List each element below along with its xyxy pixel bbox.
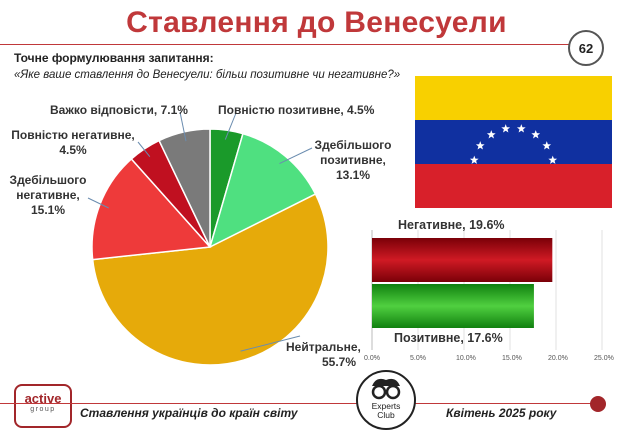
glasses-icon — [371, 378, 401, 400]
flag-star-icon — [516, 124, 526, 133]
footer-date: Квітень 2025 року — [446, 406, 557, 420]
pie-slice-neutral — [91, 193, 329, 366]
flag-star-icon — [548, 155, 558, 164]
page-title: Ставлення до Венесуели — [126, 6, 507, 39]
pie-leader-line — [240, 335, 301, 352]
footer-divider — [0, 403, 600, 404]
flag-star-icon — [531, 130, 541, 139]
pie-label-fully-positive: Повністю позитивне, 4.5% — [218, 103, 375, 117]
flag-star-icon — [475, 141, 485, 150]
question-heading: Точне формулювання запитання: — [14, 51, 214, 65]
pie-label-fully-negative: Повністю негативне, 4.5% — [11, 128, 135, 157]
pie-slice-mostly-positive — [208, 132, 317, 249]
pie-label-neutral: Нейтральне, 55.7% — [286, 340, 361, 369]
bar-label-negative: Негативне, 19.6% — [398, 218, 505, 232]
pie-leader-line — [279, 147, 313, 165]
bar-negative — [372, 238, 553, 282]
pie-leader-line — [224, 112, 237, 140]
bar-label-positive: Позитивне, 17.6% — [394, 331, 503, 345]
flag-star-icon — [469, 155, 479, 164]
pie-label-mostly-positive: Здебільшого позитивне, 13.1% — [314, 138, 392, 182]
bar-axis-tick-label: 15.0% — [502, 355, 522, 362]
bar-axis-tick-label: 0.0% — [364, 355, 380, 362]
pie-leader-line — [87, 197, 109, 209]
pie-label-hard-to-say: Важко відповісти, 7.1% — [50, 103, 188, 117]
flag-star-icon — [501, 124, 511, 133]
title-divider — [0, 44, 570, 45]
pie-leader-line — [137, 141, 151, 157]
decorative-dot — [590, 396, 606, 412]
flag-stripe — [415, 120, 612, 164]
bar-axis-tick-label: 25.0% — [594, 355, 614, 362]
flag-stripe — [415, 76, 612, 120]
bar-axis-tick-label: 20.0% — [548, 355, 568, 362]
active-group-logo: active group — [14, 384, 72, 428]
footer-survey-title: Ставлення українців до країн світу — [80, 406, 298, 420]
pie-leader-line — [179, 111, 187, 142]
pie-slice-mostly-negative — [91, 157, 212, 261]
bar-chart: Негативне, 19.6% Позитивне, 17.6% 0.0% 5.… — [364, 212, 614, 372]
flag-star-icon — [542, 141, 552, 150]
flag-star-icon — [486, 130, 496, 139]
bar-axis-tick-label: 10.0% — [456, 355, 476, 362]
pie-label-mostly-negative: Здебільшого негативне, 15.1% — [9, 173, 87, 217]
bar-axis-tick-label: 5.0% — [410, 355, 426, 362]
bar-positive — [372, 284, 534, 328]
venezuela-flag-image — [415, 76, 612, 208]
question-text: «Яке ваше ставлення до Венесуели: більш … — [14, 69, 401, 81]
experts-club-logo: Experts Club — [356, 370, 416, 430]
page-number-badge: 62 — [568, 30, 604, 66]
flag-stripe — [415, 164, 612, 208]
